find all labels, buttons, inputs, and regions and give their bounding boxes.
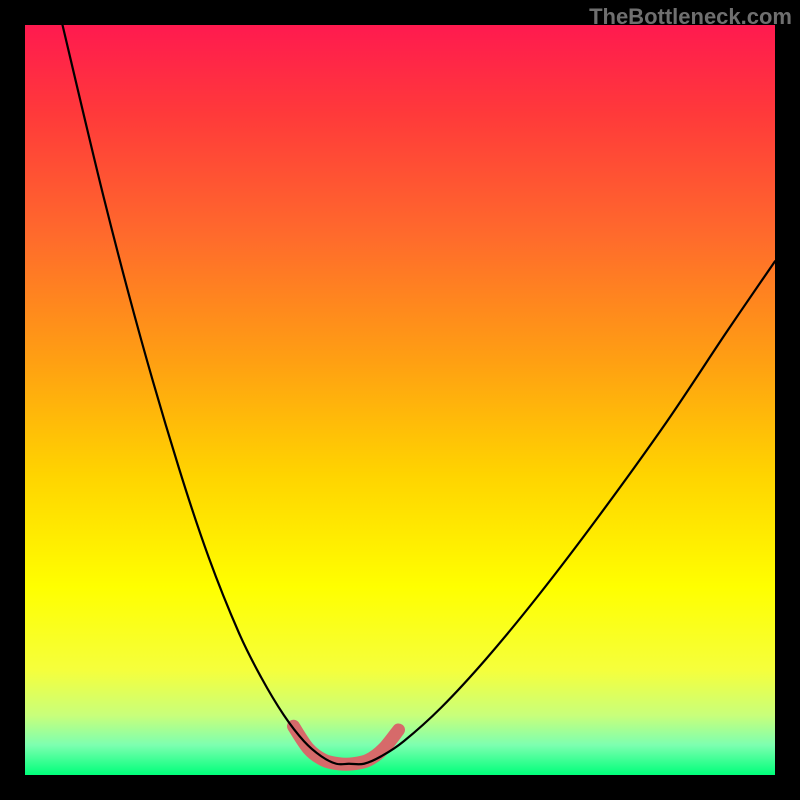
chart-container: TheBottleneck.com — [0, 0, 800, 800]
chart-plot-bg — [25, 25, 775, 775]
watermark-text: TheBottleneck.com — [589, 4, 792, 30]
bottleneck-curve-chart — [0, 0, 800, 800]
